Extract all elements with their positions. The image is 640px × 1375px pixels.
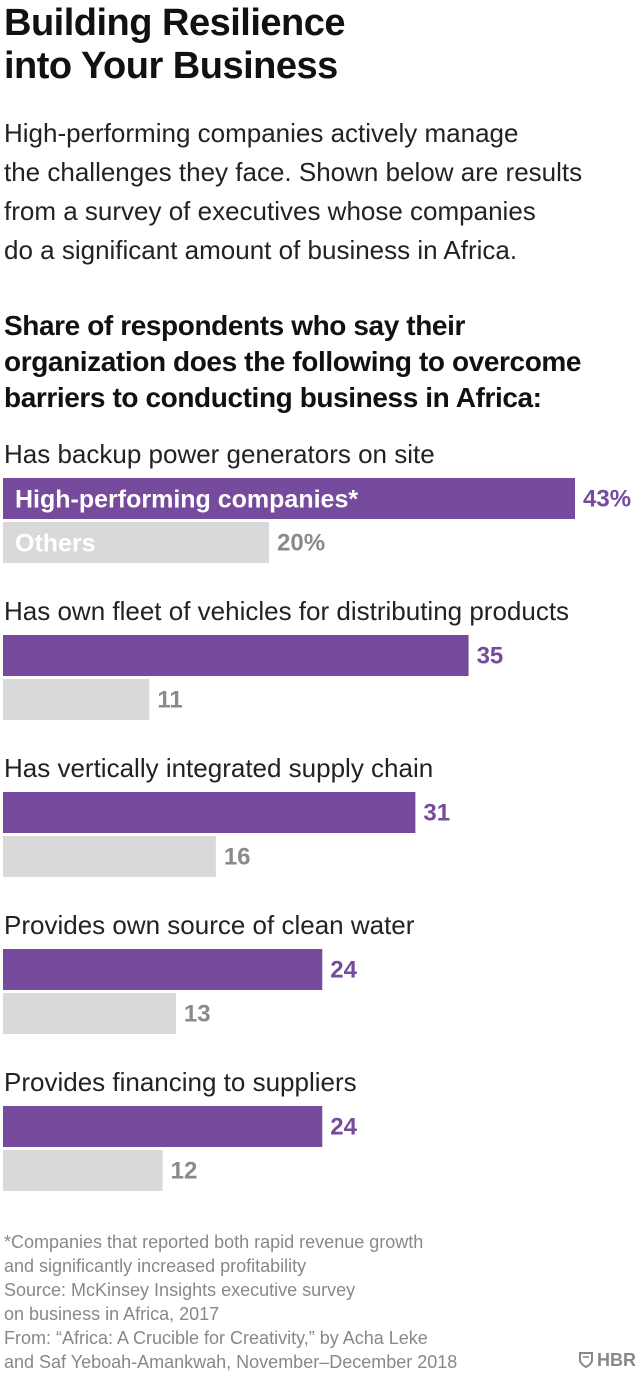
- subtitle-line: the challenges they face. Shown below ar…: [4, 157, 583, 187]
- footnote-line: From: “Africa: A Crucible for Creativity…: [4, 1328, 428, 1348]
- subtitle-line: High-performing companies actively manag…: [4, 118, 519, 148]
- bar-others: [3, 679, 150, 720]
- value-label: 24: [330, 957, 357, 984]
- hbr-logo: HBR: [579, 1350, 636, 1370]
- chart-heading: Share of respondents who say their organ…: [4, 308, 640, 416]
- bar-others: [3, 836, 216, 877]
- category-label: Provides financing to suppliers: [4, 1067, 357, 1097]
- value-label: 35: [477, 643, 504, 670]
- bar-high-performing: [3, 792, 416, 833]
- value-label: 12: [171, 1158, 198, 1185]
- category-label: Has backup power generators on site: [4, 439, 435, 469]
- value-label: 11: [157, 687, 182, 714]
- title-line: Building Resilience: [4, 2, 346, 44]
- bar-high-performing: [3, 949, 323, 990]
- bar-high-performing: [3, 1106, 323, 1147]
- bar-chart: Has backup power generators on site 43% Hi…: [3, 439, 631, 1191]
- legend-label: High-performing companies*: [15, 486, 358, 514]
- hbr-shield-icon: [579, 1352, 593, 1368]
- category-label: Has vertically integrated supply chain: [4, 753, 433, 783]
- bar-high-performing: [3, 635, 469, 676]
- category-label: Has own fleet of vehicles for distributi…: [4, 596, 569, 626]
- chart-heading-line: organization does the following to overc…: [4, 346, 582, 377]
- value-label: 20%: [277, 530, 325, 557]
- title-line: into Your Business: [4, 45, 338, 87]
- value-label: 43%: [583, 486, 631, 513]
- footnote-line: Source: McKinsey Insights executive surv…: [4, 1280, 356, 1300]
- bar-others: [3, 1150, 163, 1191]
- page-title: Building Resilience into Your Business: [4, 2, 634, 88]
- footnote-line: *Companies that reported both rapid reve…: [4, 1232, 424, 1252]
- footnote: *Companies that reported both rapid reve…: [4, 1230, 564, 1374]
- chart-heading-line: barriers to conducting business in Afric…: [4, 382, 542, 413]
- logo-text: HBR: [597, 1350, 636, 1370]
- category-label: Provides own source of clean water: [4, 910, 415, 940]
- value-label: 24: [330, 1114, 357, 1141]
- bar-others: [3, 993, 176, 1034]
- bar-high-performing: [3, 478, 575, 519]
- footnote-line: and Saf Yeboah-Amankwah, November–Decemb…: [4, 1352, 458, 1372]
- subtitle-line: do a significant amount of business in A…: [4, 235, 518, 265]
- bar-others: [3, 522, 270, 563]
- footnote-line: on business in Africa, 2017: [4, 1304, 220, 1324]
- value-label: 16: [224, 844, 251, 871]
- subtitle: High-performing companies actively manag…: [4, 114, 634, 270]
- chart-heading-line: Share of respondents who say their: [4, 310, 465, 341]
- legend-label: Others: [15, 530, 96, 558]
- value-label: 13: [184, 1001, 211, 1028]
- subtitle-line: from a survey of executives whose compan…: [4, 196, 536, 226]
- value-label: 31: [423, 800, 450, 827]
- footnote-line: and significantly increased profitabilit…: [4, 1256, 307, 1276]
